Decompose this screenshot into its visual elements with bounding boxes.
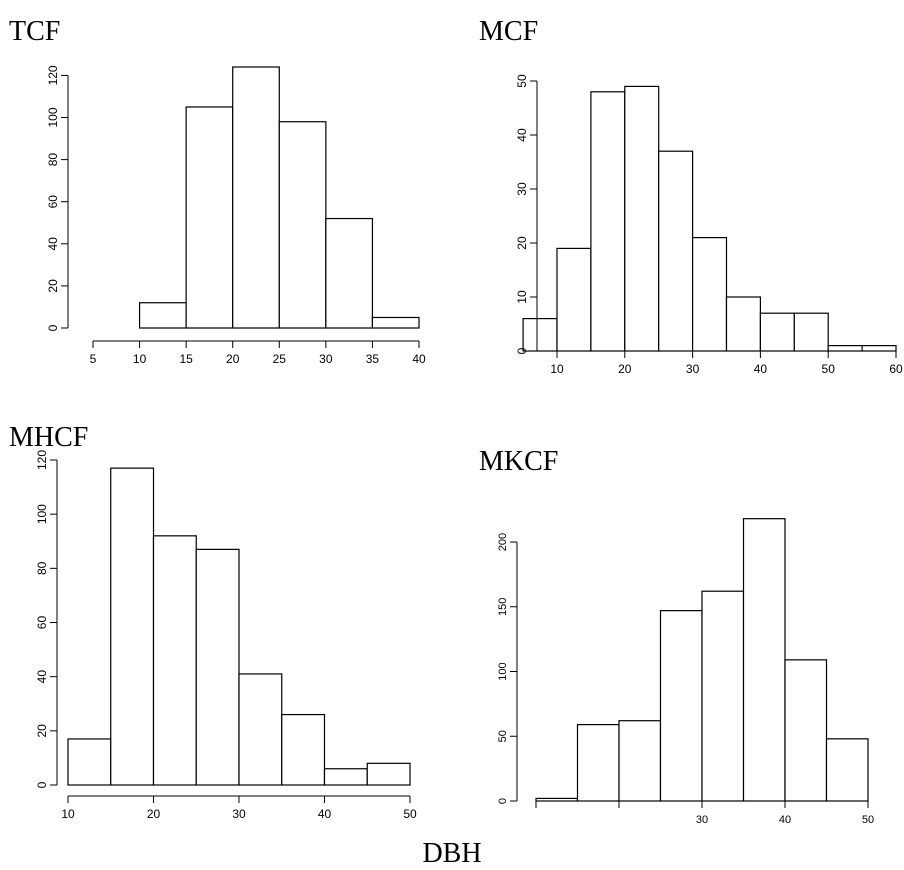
panel-title-mkcf: MKCF <box>479 446 559 477</box>
y-tick-label: 0 <box>46 324 60 331</box>
x-tick-label: 50 <box>403 807 417 821</box>
y-tick-label: 50 <box>497 730 509 742</box>
histogram-bar <box>522 318 558 352</box>
panel-title-tcf: TCF <box>9 16 61 47</box>
x-tick-label: 30 <box>319 352 333 366</box>
histogram-bar <box>784 659 828 802</box>
x-tick-label: 15 <box>179 352 193 366</box>
y-tick-label: 200 <box>497 533 509 551</box>
y-tick-label: 100 <box>497 662 509 680</box>
x-tick-label: 30 <box>696 814 708 826</box>
y-tick-label: 100 <box>35 504 49 524</box>
shared-x-axis-label: DBH <box>422 838 482 869</box>
y-tick-label: 30 <box>515 182 529 196</box>
x-tick-label: 25 <box>273 352 287 366</box>
y-tick-label: 0 <box>35 781 49 788</box>
histogram-bar <box>325 217 374 329</box>
histogram-bar <box>725 296 762 352</box>
histogram-bar <box>278 121 327 329</box>
y-tick-label: 10 <box>515 290 529 304</box>
x-tick-label: 35 <box>366 352 380 366</box>
histogram-bar <box>556 247 592 352</box>
histogram-bar <box>152 535 197 786</box>
histogram-bar <box>138 302 187 329</box>
x-tick-label: 30 <box>232 807 246 821</box>
x-tick-label: 20 <box>226 352 240 366</box>
y-tick-label: 20 <box>46 279 60 293</box>
x-tick-label: 40 <box>779 814 791 826</box>
histogram-bar <box>281 713 326 786</box>
x-tick-label: 30 <box>686 362 700 376</box>
y-tick-label: 50 <box>515 74 529 88</box>
histogram-bar <box>659 610 703 802</box>
y-tick-label: 60 <box>46 195 60 209</box>
x-tick-label: 60 <box>889 362 903 376</box>
y-tick-label: 100 <box>46 107 60 127</box>
histogram-bar <box>742 518 786 802</box>
y-tick-label: 40 <box>515 128 529 142</box>
y-tick-label: 20 <box>515 236 529 250</box>
x-tick-label: 50 <box>822 362 836 376</box>
y-tick-label: 40 <box>35 670 49 684</box>
histogram-bar <box>825 738 869 802</box>
histogram-bar <box>366 762 411 786</box>
y-tick-label: 80 <box>46 153 60 167</box>
y-tick-label: 60 <box>35 616 49 630</box>
histogram-bar <box>793 312 829 352</box>
y-tick-label: 20 <box>35 724 49 738</box>
panel-title-mhcf: MHCF <box>9 422 89 453</box>
y-tick-label: 0 <box>515 347 529 354</box>
y-tick-label: 0 <box>497 798 509 804</box>
histogram-bar <box>618 720 662 802</box>
x-tick-label: 50 <box>862 814 874 826</box>
y-tick-label: 150 <box>497 598 509 616</box>
y-tick-label: 120 <box>35 450 49 470</box>
histogram-bar <box>238 673 283 786</box>
x-tick-label: 40 <box>412 352 426 366</box>
histogram-bar <box>232 66 280 329</box>
histogram-bar <box>576 723 620 802</box>
y-tick-label: 80 <box>35 561 49 575</box>
y-tick-label: 40 <box>46 237 60 251</box>
x-tick-label: 40 <box>318 807 332 821</box>
x-tick-label: 10 <box>61 807 75 821</box>
histogram-bar <box>701 590 745 802</box>
histogram-bar <box>371 316 420 329</box>
panel-title-mcf: MCF <box>479 16 539 47</box>
x-tick-label: 10 <box>133 352 147 366</box>
histogram-bar <box>185 106 234 329</box>
x-tick-label: 5 <box>90 352 97 366</box>
histogram-bar <box>110 467 155 786</box>
y-tick-label: 120 <box>46 65 60 85</box>
x-tick-label: 10 <box>550 362 564 376</box>
x-tick-label: 20 <box>147 807 161 821</box>
x-tick-label: 40 <box>754 362 768 376</box>
x-tick-label: 20 <box>618 362 632 376</box>
histogram-bar <box>195 548 240 786</box>
